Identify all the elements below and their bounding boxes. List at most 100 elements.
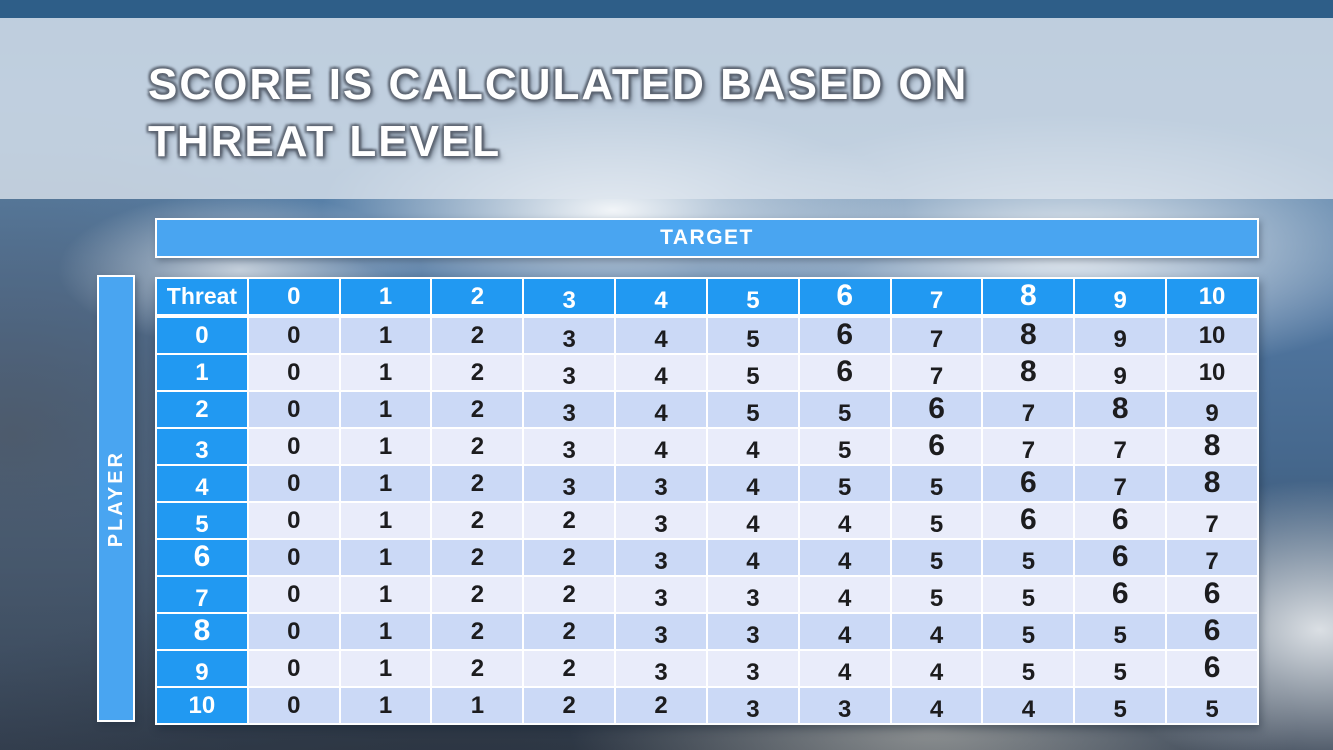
score-cell-10-5: 3 — [705, 686, 800, 725]
score-cell-6-2: 2 — [430, 538, 525, 577]
digit: 5 — [929, 473, 944, 501]
player-axis-label: PLAYER — [104, 449, 127, 548]
score-cell-8-4: 3 — [614, 612, 708, 651]
score-cell-0-9: 9 — [1073, 315, 1168, 355]
score-cell-6-1: 1 — [338, 538, 433, 577]
digit: 2 — [562, 580, 576, 608]
digit: 9 — [1205, 399, 1219, 427]
digit: 2 — [470, 358, 485, 386]
row-header-8: 8 — [155, 612, 249, 651]
score-cell-0-5: 5 — [705, 315, 800, 355]
score-cell-2-8: 7 — [981, 390, 1076, 429]
digit: 5 — [838, 473, 852, 501]
digit: 2 — [470, 617, 485, 645]
digit: 4 — [746, 473, 760, 501]
digit: 2 — [562, 617, 576, 645]
digit: 3 — [746, 695, 760, 723]
score-cell-5-2: 2 — [430, 501, 525, 540]
digit: 2 — [470, 432, 485, 460]
digit: 1 — [378, 506, 393, 534]
digit: 5 — [838, 436, 852, 464]
score-cell-5-5: 4 — [705, 501, 800, 540]
digit: 7 — [1205, 547, 1219, 575]
player-axis-bar: PLAYER — [97, 275, 135, 722]
score-cell-9-10: 6 — [1165, 649, 1259, 688]
title-band — [0, 18, 1333, 199]
score-cell-6-8: 5 — [981, 538, 1076, 577]
digit: 7 — [1113, 473, 1127, 501]
digit: 1 — [378, 469, 393, 497]
digit: 4 — [838, 547, 852, 575]
score-cell-5-0: 0 — [246, 501, 341, 540]
score-cell-9-2: 2 — [430, 649, 525, 688]
score-cell-6-6: 4 — [797, 538, 892, 577]
digit: 5 — [929, 547, 944, 575]
digit: 9 — [1113, 325, 1127, 353]
score-cell-4-8: 6 — [981, 464, 1076, 503]
score-cell-2-10: 9 — [1165, 390, 1259, 429]
score-cell-1-2: 2 — [430, 353, 525, 392]
score-cell-8-0: 0 — [246, 612, 341, 651]
digit: 6 — [1203, 613, 1221, 647]
column-header-9: 9 — [1073, 277, 1168, 318]
score-table: Threat 0 1 2 3 4 5 6 7 8 9 10 0 0 1 2 3 4 5 6 7 8 9 10 1 0 1 2 3 4 5 6… — [155, 277, 1259, 725]
digit: 5 — [1205, 695, 1219, 723]
score-cell-7-4: 3 — [614, 575, 708, 614]
score-row-0: 0 0 1 2 3 4 5 6 7 8 9 10 — [155, 315, 1259, 355]
score-cell-2-6: 5 — [797, 390, 892, 429]
score-cell-5-10: 7 — [1165, 501, 1259, 540]
score-row-8: 8 0 1 2 2 3 3 4 4 5 5 6 — [155, 612, 1259, 651]
row-header-7: 7 — [155, 575, 249, 614]
digit: 0 — [287, 691, 301, 719]
digit: 3 — [562, 436, 576, 464]
target-axis-bar: TARGET — [155, 218, 1259, 258]
score-cell-3-7: 6 — [889, 427, 984, 466]
score-cell-9-9: 5 — [1073, 649, 1168, 688]
digit: 3 — [654, 547, 668, 575]
score-cell-8-8: 5 — [981, 612, 1076, 651]
digit: 6 — [1203, 576, 1221, 610]
digit: 5 — [1021, 547, 1036, 575]
score-cell-4-6: 5 — [797, 464, 892, 503]
score-cell-8-10: 6 — [1165, 612, 1259, 651]
score-cell-8-7: 4 — [889, 612, 984, 651]
score-cell-4-0: 0 — [246, 464, 341, 503]
digit: 4 — [838, 584, 852, 612]
digit: 2 — [562, 506, 576, 534]
digit: 3 — [562, 473, 576, 501]
digit: 0 — [1212, 321, 1226, 349]
digit: 1 — [378, 691, 393, 719]
digit: 3 — [562, 362, 576, 390]
digit: 3 — [746, 658, 760, 686]
digit: 6 — [928, 391, 945, 425]
digit: 3 — [654, 510, 668, 538]
column-header-7: 7 — [889, 277, 984, 318]
digit: 1 — [195, 358, 209, 386]
digit: 8 — [1203, 428, 1221, 462]
score-cell-2-1: 1 — [338, 390, 433, 429]
digit: 4 — [838, 621, 852, 649]
digit: 2 — [470, 395, 485, 423]
slide-title-line-2: THREAT LEVEL — [148, 117, 502, 166]
digit: 5 — [746, 362, 760, 390]
score-cell-9-3: 2 — [522, 649, 617, 688]
score-cell-5-7: 5 — [889, 501, 984, 540]
score-cell-1-10: 10 — [1165, 353, 1259, 392]
score-cell-5-3: 2 — [522, 501, 617, 540]
score-cell-7-6: 4 — [797, 575, 892, 614]
digit: 6 — [1111, 576, 1129, 610]
score-cell-1-8: 8 — [981, 353, 1076, 392]
score-cell-6-7: 5 — [889, 538, 984, 577]
score-cell-9-4: 3 — [614, 649, 708, 688]
score-cell-1-1: 1 — [338, 353, 433, 392]
digit: 0 — [287, 617, 301, 645]
digit: 0 — [287, 358, 301, 386]
digit: 6 — [836, 278, 854, 312]
score-row-6: 6 0 1 2 2 3 4 4 5 5 6 7 — [155, 538, 1259, 577]
digit: 1 — [1198, 321, 1213, 349]
score-cell-0-2: 2 — [430, 315, 525, 355]
score-cell-3-1: 1 — [338, 427, 433, 466]
score-cell-9-0: 0 — [246, 649, 341, 688]
digit: 0 — [287, 543, 301, 571]
digit: 4 — [654, 362, 668, 390]
